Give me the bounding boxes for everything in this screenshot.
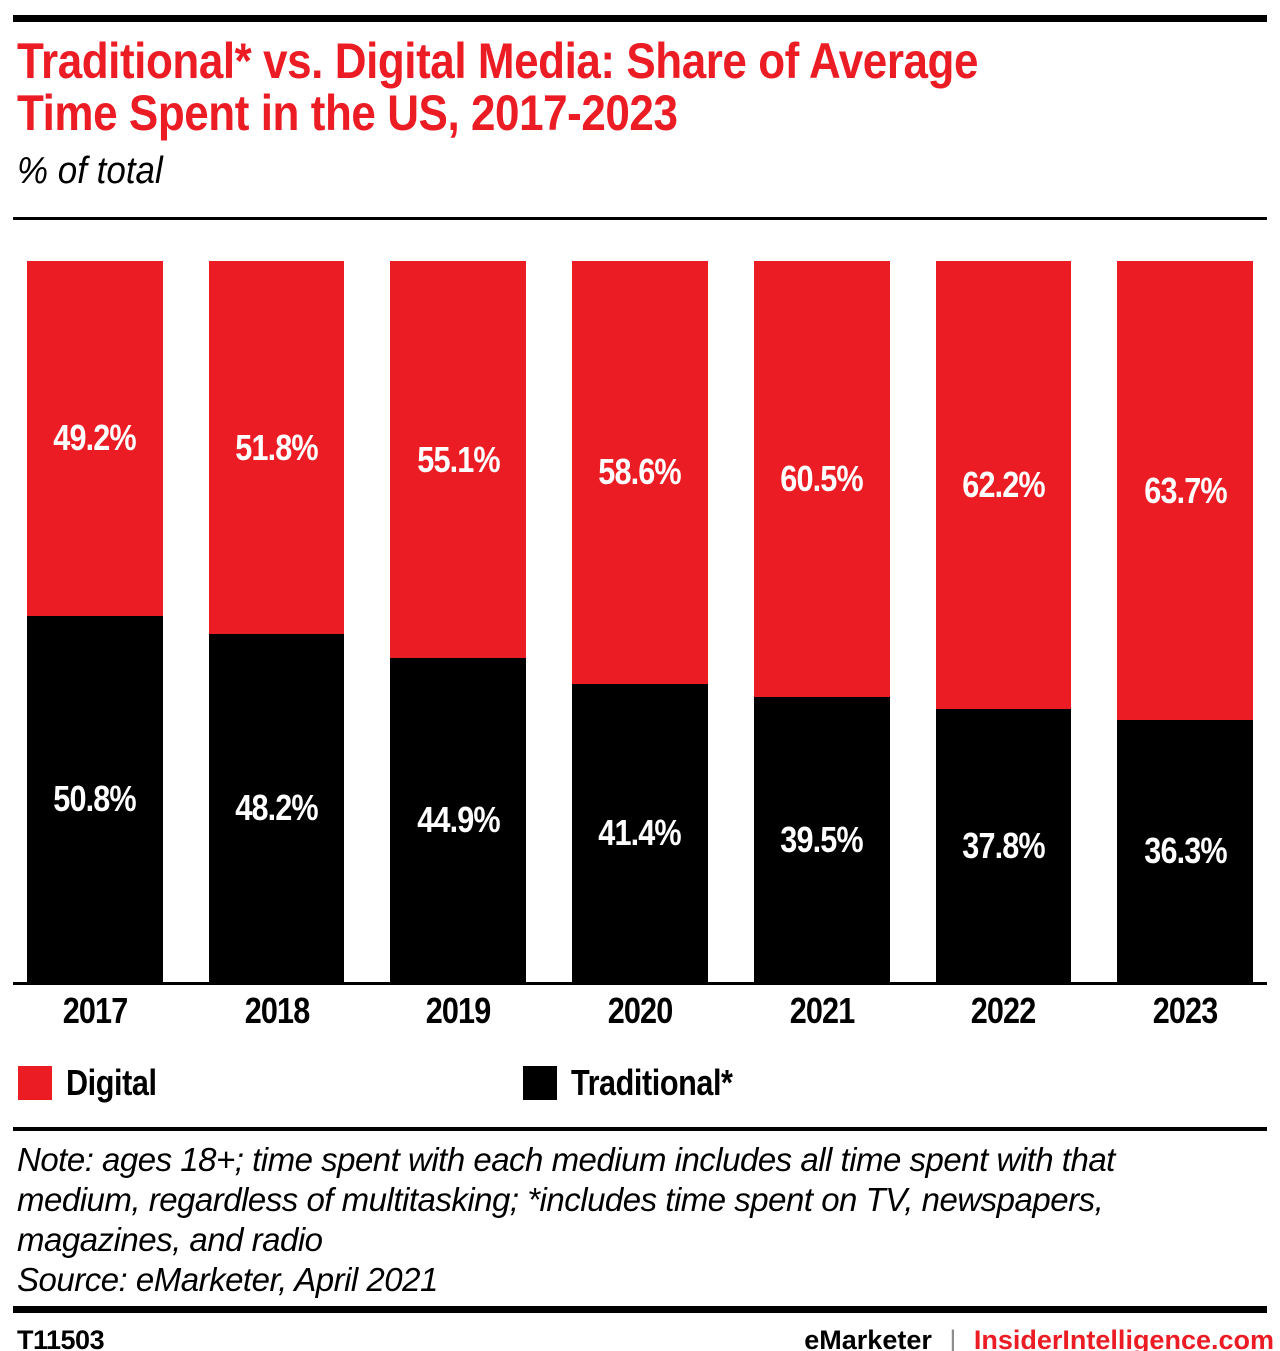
x-axis-label-text: 2017 [62,990,129,1031]
x-axis-label-2018: 2018 [209,992,345,1030]
page-title: Traditional* vs. Digital Media: Share of… [17,35,1267,139]
x-axis-labels: 2017 2018 2019 2020 2021 2022 2023 [13,992,1267,1030]
legend-item-traditional: Traditional* [523,1062,761,1104]
bar-value-label: 60.5% [780,458,863,500]
bar-2022: 62.2% 37.8% [935,261,1072,982]
x-axis-label-text: 2022 [971,990,1037,1031]
x-axis-label-text: 2020 [607,990,674,1031]
footnote-block: Note: ages 18+; time spent with each med… [17,1140,1267,1300]
bar-value-label: 37.8% [962,824,1045,866]
bar-value-label: 58.6% [598,451,682,493]
bar-2018: 51.8% 48.2% [208,261,345,982]
footnote-line-3: magazines, and radio [17,1221,323,1258]
x-axis-label-2023: 2023 [1117,992,1253,1030]
legend-label-digital: Digital [66,1062,157,1103]
bar-segment-digital-2021: 60.5% [753,261,890,698]
footer-brand: eMarketer | InsiderIntelligence.com [804,1325,1274,1351]
bar-segment-traditional-2022: 37.8% [935,709,1072,982]
footer-accent-bar [13,1306,1267,1313]
bar-segment-traditional-2018: 48.2% [208,634,345,982]
x-axis-label-text: 2018 [244,990,310,1031]
chart-legend: Digital Traditional* [18,1062,1267,1103]
bar-value-label: 63.7% [1143,469,1227,511]
bar-segment-traditional-2021: 39.5% [753,697,890,982]
bar-value-label: 49.2% [53,417,137,459]
bar-segment-digital-2017: 49.2% [27,261,163,616]
brand-insider-intelligence: InsiderIntelligence.com [973,1325,1274,1351]
bar-segment-traditional-2020: 41.4% [572,683,708,982]
x-axis-label-text: 2021 [789,990,855,1031]
header-divider-line [13,217,1267,220]
x-axis-label-2019: 2019 [390,992,526,1030]
bar-2017: 49.2% 50.8% [27,261,163,982]
bar-value-label: 62.2% [962,464,1045,506]
footer-row: T11503 eMarketer | InsiderIntelligence.c… [17,1325,1274,1351]
x-axis-label-text: 2019 [425,990,492,1031]
bar-segment-traditional-2019: 44.9% [390,658,527,982]
bar-2020: 58.6% 41.4% [572,261,708,982]
x-axis-label-2022: 2022 [936,992,1072,1030]
bar-segment-traditional-2023: 36.3% [1117,720,1254,982]
bar-segment-digital-2020: 58.6% [572,261,708,684]
legend-item-digital: Digital [18,1062,173,1104]
page-subtitle: % of total [17,150,163,192]
page-title-line-1: Traditional* vs. Digital Media: Share of… [17,33,979,89]
chart-id: T11503 [17,1325,105,1351]
bar-value-label: 41.4% [598,811,682,853]
top-accent-bar [13,15,1267,22]
bar-segment-digital-2023: 63.7% [1117,261,1254,721]
bar-value-label: 48.2% [235,787,318,829]
bar-2021: 60.5% 39.5% [753,261,890,982]
note-divider-line [13,1127,1267,1131]
bar-segment-digital-2019: 55.1% [390,261,527,659]
x-axis-line [13,982,1267,985]
bar-value-label: 44.9% [417,799,500,841]
bar-value-label: 36.3% [1143,830,1227,872]
brand-emarketer: eMarketer [804,1325,932,1351]
bar-value-label: 51.8% [235,426,318,468]
bar-segment-digital-2018: 51.8% [208,261,345,635]
x-axis-label-2017: 2017 [27,992,163,1030]
page-title-line-2: Time Spent in the US, 2017-2023 [17,85,678,141]
bars-plot-area: 49.2% 50.8% 51.8% 48.2% 55.1% 44.9% 58.6% 41.4%… [13,261,1267,982]
bar-value-label: 55.1% [417,438,500,480]
footnote-line-2: medium, regardless of multitasking; *inc… [17,1181,1104,1218]
brand-separator: | [949,1325,957,1351]
legend-label-traditional: Traditional* [571,1062,733,1103]
x-axis-label-2021: 2021 [754,992,890,1030]
bar-segment-traditional-2017: 50.8% [27,615,163,982]
x-axis-label-2020: 2020 [572,992,708,1030]
bar-2019: 55.1% 44.9% [390,261,527,982]
bar-segment-digital-2022: 62.2% [935,261,1072,710]
stacked-bar-chart: 49.2% 50.8% 51.8% 48.2% 55.1% 44.9% 58.6% 41.4%… [13,261,1267,985]
source-line: Source: eMarketer, April 2021 [17,1261,438,1298]
legend-swatch-traditional [523,1066,557,1100]
bar-value-label: 39.5% [780,818,863,860]
footnote-line-1: Note: ages 18+; time spent with each med… [17,1141,1115,1178]
bar-value-label: 50.8% [53,777,137,819]
bar-2023: 63.7% 36.3% [1117,261,1254,982]
legend-swatch-digital [18,1066,52,1100]
x-axis-label-text: 2023 [1152,990,1219,1031]
